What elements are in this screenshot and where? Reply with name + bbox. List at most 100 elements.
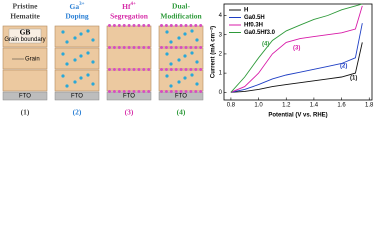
title-part: Hf — [122, 2, 131, 11]
segregant-hf — [179, 24, 183, 27]
dopant-ga — [169, 84, 173, 88]
segregant-hf — [137, 24, 141, 27]
grain — [158, 25, 204, 48]
segregant-hf — [117, 68, 121, 71]
dopant-ga — [73, 80, 77, 84]
segregant-hf — [108, 90, 111, 93]
dopant-ga — [86, 73, 90, 77]
segregant-hf — [122, 68, 126, 71]
segregant-hf — [122, 46, 126, 49]
substrate — [2, 91, 48, 101]
segregant-hf — [194, 68, 198, 71]
dopant-ga — [195, 60, 199, 64]
series-line — [230, 5, 363, 93]
title-sup: 4+ — [130, 2, 136, 7]
segregant-hf — [108, 46, 111, 49]
x-axis-label: Potential (V vs. RHE) — [268, 113, 327, 119]
segregant-hf — [194, 24, 198, 27]
segregant-hf — [179, 90, 183, 93]
legend-label: Ga0.5Hf3.0 — [244, 30, 276, 36]
segregant-hf — [199, 46, 203, 49]
gb-text: Grain boundary — [4, 37, 45, 43]
segregant-hf — [112, 24, 116, 27]
annotation: (3) — [293, 46, 300, 52]
y-tick-label: 0 — [219, 90, 223, 96]
panel-title: Segregation — [110, 12, 149, 21]
dopant-ga — [61, 74, 65, 78]
panel-title: Dual- — [172, 2, 190, 11]
segregant-hf — [174, 46, 178, 49]
x-tick-label: 1.4 — [310, 103, 319, 109]
dopant-ga — [183, 76, 187, 80]
panel-number: (3) — [125, 108, 134, 117]
segregant-hf — [174, 68, 178, 71]
y-tick-label: 3 — [219, 32, 223, 38]
gb-label: GB — [20, 28, 31, 37]
dopant-ga — [169, 40, 173, 44]
segregant-hf — [132, 90, 136, 93]
segregant-hf — [108, 24, 111, 27]
x-tick-label: 1.0 — [254, 103, 263, 109]
dopant-ga — [190, 29, 194, 33]
grain — [106, 47, 152, 70]
segregant-hf — [160, 24, 163, 27]
dopant-ga — [195, 82, 199, 86]
dopant-ga — [61, 30, 65, 34]
dopant-ga — [177, 58, 181, 62]
grain — [106, 25, 152, 48]
dopant-ga — [65, 84, 69, 88]
segregant-hf — [132, 24, 136, 27]
panel-number: (1) — [21, 108, 30, 117]
segregant-hf — [137, 68, 141, 71]
segregant-hf — [179, 46, 183, 49]
y-axis-label: Current (mA cm⁻²) — [210, 26, 217, 78]
segregant-hf — [112, 90, 116, 93]
dopant-ga — [79, 54, 83, 58]
dopant-ga — [177, 80, 181, 84]
segregant-hf — [189, 24, 193, 27]
segregant-hf — [194, 90, 198, 93]
segregant-hf — [184, 24, 188, 27]
segregant-hf — [184, 68, 188, 71]
segregant-hf — [137, 46, 141, 49]
annotation: (4) — [262, 42, 269, 48]
dopant-ga — [177, 36, 181, 40]
x-tick-label: 1.2 — [282, 103, 291, 109]
segregant-hf — [169, 90, 173, 93]
segregant-hf — [122, 90, 126, 93]
segregant-hf — [117, 90, 121, 93]
panel-title: Hf4+ — [122, 2, 136, 11]
grain — [158, 69, 204, 92]
segregant-hf — [142, 24, 146, 27]
substrate-label: FTO — [175, 94, 187, 100]
segregant-hf — [184, 46, 188, 49]
gb-box — [8, 28, 42, 44]
substrate-label: FTO — [19, 94, 31, 100]
segregant-hf — [199, 68, 203, 71]
panel-title: Ga3+ — [70, 2, 85, 11]
dopant-ga — [65, 40, 69, 44]
legend-label: Ga0.5H — [244, 15, 265, 21]
dopant-ga — [183, 54, 187, 58]
dopant-ga — [79, 32, 83, 36]
segregant-hf — [199, 24, 203, 27]
grain — [106, 69, 152, 92]
title-part: Ga — [70, 2, 80, 11]
segregant-hf — [108, 68, 111, 71]
segregant-hf — [169, 68, 173, 71]
grain-label: Grain — [25, 57, 40, 63]
annotation: (1) — [350, 76, 357, 82]
segregant-hf — [147, 68, 151, 71]
segregant-hf — [164, 68, 168, 71]
dopant-ga — [195, 38, 199, 42]
x-tick-label: 0.8 — [227, 103, 236, 109]
segregant-hf — [132, 68, 136, 71]
segregant-hf — [147, 46, 151, 49]
segregant-hf — [199, 90, 203, 93]
y-tick-label: 1 — [219, 71, 223, 77]
panel-number: (2) — [73, 108, 82, 117]
segregant-hf — [189, 46, 193, 49]
dopant-ga — [190, 73, 194, 77]
annotation: (2) — [340, 64, 347, 70]
segregant-hf — [184, 90, 188, 93]
